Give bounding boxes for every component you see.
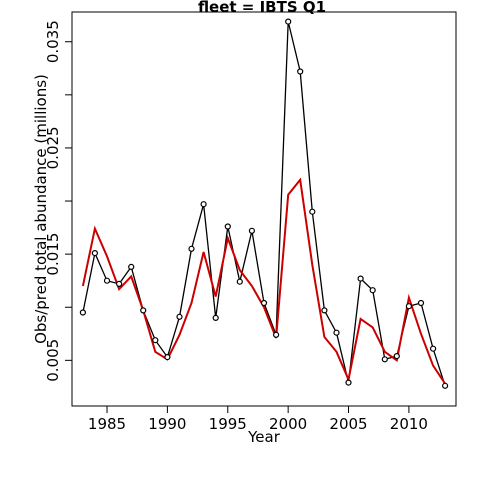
observed-point (333, 329, 340, 336)
observed-point (140, 307, 147, 314)
observed-point (248, 227, 255, 234)
observed-point (405, 303, 412, 310)
observed-point (369, 287, 376, 294)
observed-point (188, 245, 195, 252)
x-tick-label: 2000 (269, 415, 307, 433)
observed-point (200, 201, 207, 208)
observed-points (79, 18, 449, 389)
x-axis: 1985 1990 1995 2000 2005 2010 (88, 405, 428, 433)
observed-point (152, 337, 159, 344)
observed-point (176, 313, 183, 320)
observed-point (321, 307, 328, 314)
observed-point (345, 379, 352, 386)
observed-point (91, 250, 99, 257)
observed-point (430, 345, 437, 352)
x-tick-label: 2005 (329, 415, 367, 433)
observed-point (297, 68, 304, 75)
observed-point (115, 280, 123, 287)
observed-point (79, 309, 87, 316)
observed-point (285, 18, 292, 25)
observed-point (128, 263, 135, 270)
observed-point (103, 277, 111, 284)
observed-point (224, 223, 231, 230)
observed-point (309, 208, 316, 215)
y-axis: 0.005 0.015 0.025 0.035 (44, 20, 73, 382)
y-tick-label: 0.025 (44, 126, 62, 169)
observed-point (357, 275, 364, 282)
observed-point (381, 356, 388, 363)
y-tick-label: 0.015 (44, 233, 62, 276)
y-tick-label: 0.035 (44, 20, 62, 63)
observed-point (417, 299, 425, 307)
x-tick-label: 1985 (88, 415, 126, 433)
observed-point (260, 299, 268, 307)
observed-point (164, 354, 171, 361)
x-tick-label: 1990 (148, 415, 186, 433)
x-tick-label: 1995 (209, 415, 247, 433)
observed-point (212, 314, 219, 321)
x-axis-title: Year (247, 428, 281, 446)
observed-point (442, 382, 449, 389)
observed-point (393, 353, 400, 360)
plot-area (71, 11, 457, 407)
observed-point (236, 278, 243, 285)
observed-point (273, 331, 280, 338)
chart-title: fleet = IBTS Q1 (198, 0, 326, 16)
y-axis-title: Obs/pred total abundance (millions) (32, 74, 50, 344)
x-tick-label: 2010 (390, 415, 428, 433)
observed-series-line (82, 21, 446, 387)
predicted-series-line (81, 177, 446, 385)
y-tick-label: 0.005 (44, 339, 62, 382)
